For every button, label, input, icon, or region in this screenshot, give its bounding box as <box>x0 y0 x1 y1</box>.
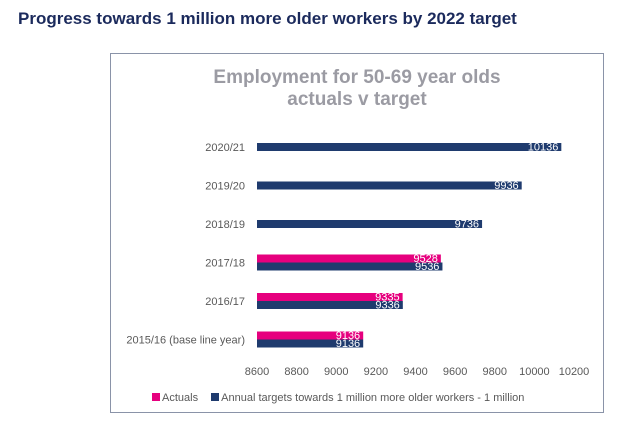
data-label-target-3: 9736 <box>455 219 479 231</box>
bar-target-3 <box>257 220 483 228</box>
data-label-target-5: 10136 <box>528 142 559 154</box>
category-label-3: 2018/19 <box>205 219 245 231</box>
legend-item-targets: Annual targets towards 1 million more ol… <box>211 392 524 404</box>
data-label-actual-0: 9136 <box>336 330 360 342</box>
x-tick-label-9600: 9600 <box>443 366 467 378</box>
data-label-target-2: 9536 <box>415 261 439 273</box>
bar-actual-1 <box>257 293 403 301</box>
data-label-target-4: 9936 <box>494 180 518 192</box>
x-tick-label-8800: 8800 <box>284 366 308 378</box>
x-tick-label-9400: 9400 <box>403 366 427 378</box>
chart-frame: Employment for 50-69 year olds actuals v… <box>110 53 604 413</box>
bar-target-1 <box>257 301 403 309</box>
x-tick-label-9200: 9200 <box>364 366 388 378</box>
bar-target-4 <box>257 181 522 190</box>
page-title: Progress towards 1 million more older wo… <box>18 9 517 28</box>
x-tick-label-10000: 10000 <box>519 366 550 378</box>
bar-target-2 <box>257 262 443 271</box>
data-label-actual-2: 9528 <box>413 253 437 265</box>
chart-title-line-2: actuals v target <box>287 89 427 110</box>
category-label-1: 2016/17 <box>205 296 245 308</box>
legend-item-actuals: Actuals <box>152 392 198 404</box>
x-tick-label-9800: 9800 <box>483 366 507 378</box>
x-tick-label-9000: 9000 <box>324 366 348 378</box>
legend-swatch-targets <box>211 393 220 401</box>
data-label-target-1: 9336 <box>375 300 399 312</box>
category-label-4: 2019/20 <box>205 181 245 193</box>
bar-actual-2 <box>257 254 441 263</box>
x-tick-label-10200: 10200 <box>559 366 590 378</box>
data-label-target-0: 9136 <box>336 338 360 350</box>
x-tick-label-8600: 8600 <box>245 366 269 378</box>
category-label-5: 2020/21 <box>205 142 245 154</box>
bar-actual-0 <box>257 331 364 340</box>
category-label-2: 2017/18 <box>205 258 245 270</box>
bar-target-5 <box>257 143 562 151</box>
data-label-actual-1: 9335 <box>375 292 399 304</box>
chart-title-line-1: Employment for 50-69 year olds <box>213 67 501 88</box>
legend-label-actuals: Actuals <box>162 392 199 404</box>
legend-label-targets: Annual targets towards 1 million more ol… <box>221 392 525 404</box>
bar-target-0 <box>257 339 364 348</box>
category-label-0: 2015/16 (base line year) <box>126 335 245 347</box>
legend-swatch-actuals <box>152 393 160 401</box>
chart-legend: Actuals Annual targets towards 1 million… <box>152 392 534 404</box>
